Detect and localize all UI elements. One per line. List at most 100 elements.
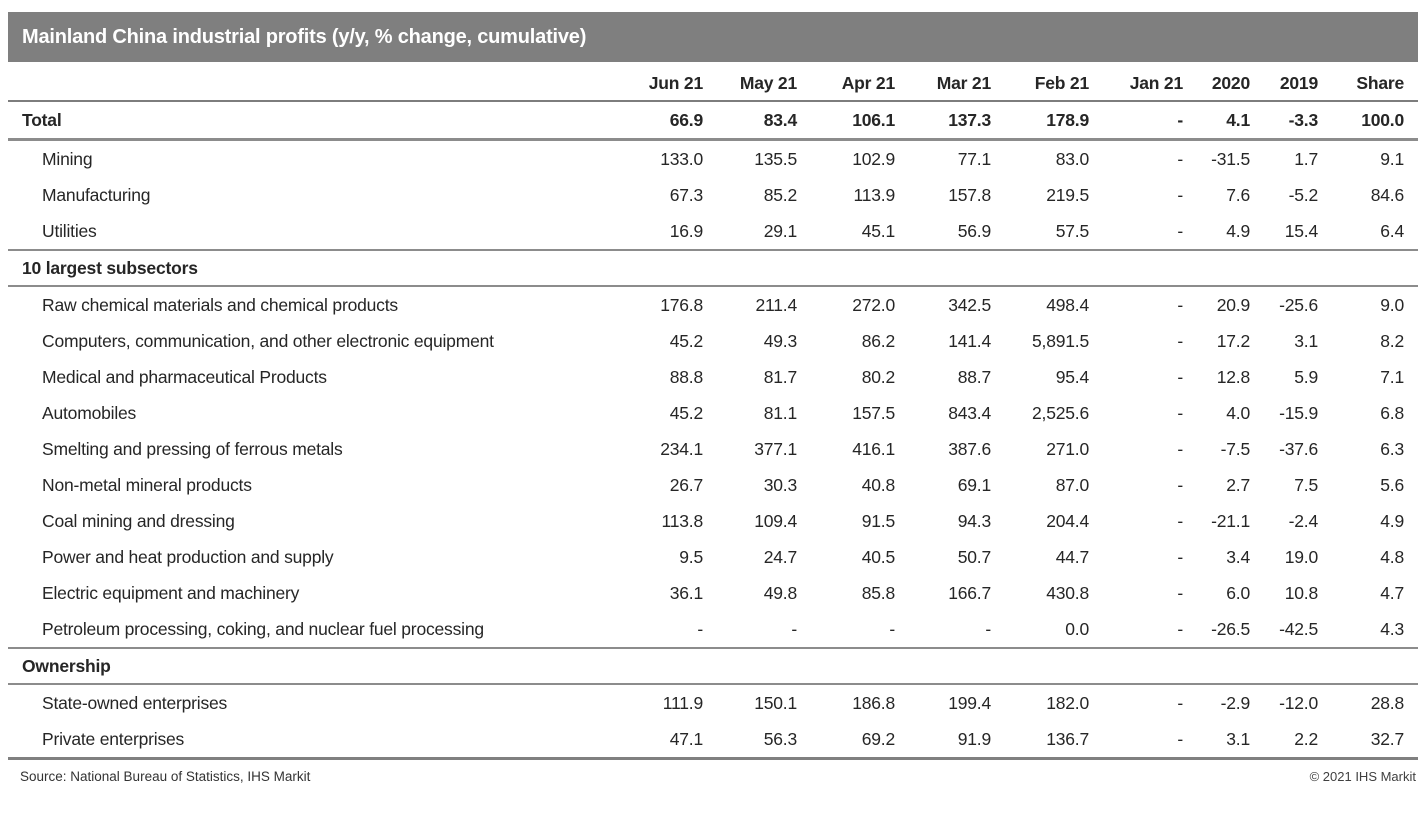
cell-value: - <box>1177 403 1183 423</box>
cell-value: - <box>1177 547 1183 567</box>
cell-value: - <box>1177 149 1183 169</box>
table-row: Raw chemical materials and chemical prod… <box>8 286 1418 323</box>
cell-value: 100.0 <box>1325 101 1418 141</box>
cell-value: - <box>697 619 703 639</box>
cell-value: - <box>1177 367 1183 387</box>
column-header-jun21: Jun 21 <box>618 69 710 102</box>
cell-value: 4.9 <box>1226 221 1250 241</box>
table-row: State-owned enterprises 111.9 150.1 186.8 19… <box>8 684 1418 721</box>
cell-value: 9.5 <box>679 547 703 567</box>
cell-value: - <box>1177 185 1183 205</box>
cell-value: -42.5 <box>1279 619 1318 639</box>
cell-value: 843.4 <box>948 403 991 423</box>
cell-value: 430.8 <box>1046 583 1089 603</box>
table-row: Non-metal mineral products 26.7 30.3 40.8 69… <box>8 467 1418 503</box>
cell-value: 50.7 <box>957 547 991 567</box>
industrial-profits-table: Jun 21 May 21 Apr 21 Mar 21 Feb 21 Jan 2… <box>8 69 1418 760</box>
cell-value: - <box>1096 721 1190 760</box>
table-title-bar: Mainland China industrial profits (y/y, … <box>8 12 1418 62</box>
section-label: Ownership <box>8 647 1418 685</box>
table-row: Computers, communication, and other elec… <box>8 323 1418 359</box>
cell-value: 342.5 <box>948 295 991 315</box>
row-label: Coal mining and dressing <box>42 511 235 531</box>
row-label: Mining <box>42 149 93 169</box>
cell-value: 17.2 <box>1216 331 1250 351</box>
cell-value: 56.3 <box>710 721 804 760</box>
cell-value: 94.3 <box>957 511 991 531</box>
source-note: Source: National Bureau of Statistics, I… <box>20 769 311 784</box>
cell-value: 211.4 <box>755 295 798 315</box>
cell-value: 91.5 <box>861 511 895 531</box>
cell-value: - <box>889 619 895 639</box>
cell-value: 178.9 <box>998 101 1096 141</box>
cell-value: 20.9 <box>1216 295 1250 315</box>
cell-value: 95.4 <box>1055 367 1089 387</box>
cell-value: 4.3 <box>1380 619 1404 639</box>
cell-value: 66.9 <box>618 101 710 141</box>
cell-value: 49.3 <box>763 331 797 351</box>
cell-value: 80.2 <box>861 367 895 387</box>
row-label: Power and heat production and supply <box>42 547 334 567</box>
header-row: Jun 21 May 21 Apr 21 Mar 21 Feb 21 Jan 2… <box>8 69 1418 102</box>
cell-value: 84.6 <box>1370 185 1404 205</box>
section-row: 10 largest subsectors <box>8 249 1418 287</box>
table-row: Total 66.9 83.4 106.1 137.3 178.9-4.1 -3.3 100.… <box>8 101 1418 141</box>
cell-value: 2.7 <box>1226 475 1250 495</box>
cell-value: 6.4 <box>1380 221 1404 241</box>
cell-value: 6.8 <box>1380 403 1404 423</box>
cell-value: 9.1 <box>1380 149 1404 169</box>
row-label: Total <box>8 101 618 141</box>
cell-value: 88.8 <box>669 367 703 387</box>
cell-value: 219.5 <box>1046 185 1089 205</box>
row-label: Smelting and pressing of ferrous metals <box>42 439 343 459</box>
cell-value: 57.5 <box>1055 221 1089 241</box>
table-row: Mining 133.0 135.5 102.9 77.1 83.0 - -31.5 1.7 9.… <box>8 140 1418 178</box>
row-label: Manufacturing <box>42 185 151 205</box>
column-header-may21: May 21 <box>710 69 804 102</box>
cell-value: 29.1 <box>763 221 797 241</box>
cell-value: 272.0 <box>852 295 895 315</box>
cell-value: 4.0 <box>1226 403 1250 423</box>
cell-value: 150.1 <box>754 693 797 713</box>
cell-value: 1.7 <box>1294 149 1318 169</box>
row-label: State-owned enterprises <box>42 693 228 713</box>
cell-value: -3.3 <box>1257 101 1325 141</box>
cell-value: -37.6 <box>1279 439 1318 459</box>
cell-value: 45.2 <box>669 403 703 423</box>
cell-value: -7.5 <box>1220 439 1251 459</box>
table-footer: Source: National Bureau of Statistics, I… <box>8 769 1418 784</box>
cell-value: 88.7 <box>957 367 991 387</box>
cell-value: 12.8 <box>1216 367 1250 387</box>
section-label: 10 largest subsectors <box>8 249 1418 287</box>
copyright-note: © 2021 IHS Markit <box>1309 769 1416 784</box>
table-row: Medical and pharmaceutical Products 88.8 8… <box>8 359 1418 395</box>
cell-value: 28.8 <box>1370 693 1404 713</box>
cell-value: 133.0 <box>660 149 703 169</box>
cell-value: - <box>1177 295 1183 315</box>
cell-value: 157.5 <box>852 403 895 423</box>
cell-value: 4.8 <box>1380 547 1404 567</box>
cell-value: 2.2 <box>1257 721 1325 760</box>
cell-value: 5,891.5 <box>1032 331 1089 351</box>
row-label: Medical and pharmaceutical Products <box>42 367 327 387</box>
table-row: Smelting and pressing of ferrous metals 2… <box>8 431 1418 467</box>
cell-value: -2.4 <box>1288 511 1319 531</box>
cell-value: 137.3 <box>902 101 998 141</box>
cell-value: 87.0 <box>1055 475 1089 495</box>
cell-value: 81.7 <box>763 367 797 387</box>
cell-value: 85.8 <box>861 583 895 603</box>
cell-value: 15.4 <box>1284 221 1318 241</box>
cell-value: 271.0 <box>1046 439 1089 459</box>
cell-value: 3.1 <box>1294 331 1318 351</box>
cell-value: -21.1 <box>1211 511 1250 531</box>
cell-value: 81.1 <box>763 403 797 423</box>
row-label: Automobiles <box>42 403 137 423</box>
cell-value: - <box>985 619 991 639</box>
cell-value: 67.3 <box>669 185 703 205</box>
column-header-2020: 2020 <box>1190 69 1257 102</box>
cell-value: -2.9 <box>1220 693 1251 713</box>
cell-value: - <box>1177 475 1183 495</box>
cell-value: - <box>1177 221 1183 241</box>
cell-value: -25.6 <box>1279 295 1318 315</box>
cell-value: 7.1 <box>1380 367 1404 387</box>
